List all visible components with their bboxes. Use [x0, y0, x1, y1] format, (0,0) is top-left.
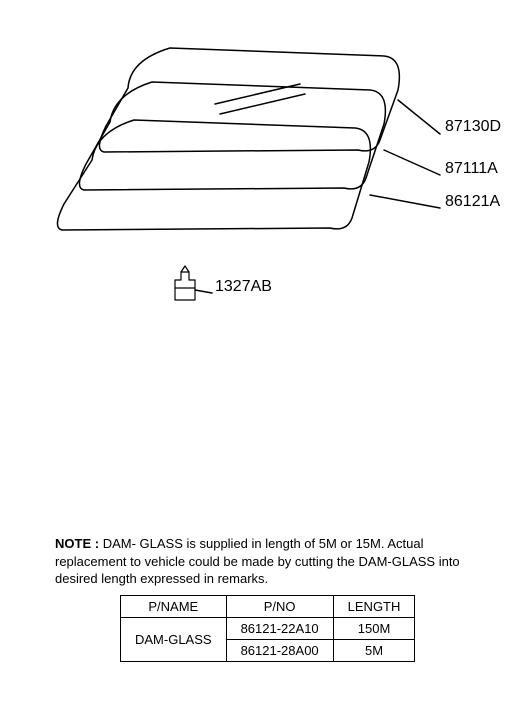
clip-1327AB — [175, 266, 195, 300]
cell-length: 5M — [333, 640, 415, 662]
note-text: NOTE : DAM- GLASS is supplied in length … — [55, 535, 485, 588]
note-prefix: NOTE : — [55, 536, 99, 551]
middle-strip — [79, 82, 385, 190]
callout-87111A: 87111A — [445, 160, 498, 178]
glass-panel — [99, 48, 399, 152]
bottom-seal — [57, 120, 370, 230]
cell-pname: DAM-GLASS — [121, 618, 227, 662]
col-pname: P/NAME — [121, 596, 227, 618]
note-body: DAM- GLASS is supplied in length of 5M o… — [55, 536, 460, 586]
col-pno: P/NO — [226, 596, 333, 618]
callout-87130D: 87130D — [445, 118, 501, 136]
parts-table: P/NAME P/NO LENGTH DAM-GLASS 86121-22A10… — [120, 595, 415, 662]
leader-line — [370, 195, 440, 208]
glass-streak — [220, 94, 305, 114]
callout-1327AB: 1327AB — [215, 278, 272, 296]
parts-diagram-page: 87130D 87111A 86121A 1327AB NOTE : DAM- … — [0, 0, 531, 727]
leader-line — [195, 290, 212, 293]
leader-line — [384, 150, 440, 175]
cell-pno: 86121-28A00 — [226, 640, 333, 662]
col-length: LENGTH — [333, 596, 415, 618]
callout-86121A: 86121A — [445, 193, 500, 211]
leader-line — [398, 100, 440, 134]
table-row: DAM-GLASS 86121-22A10 150M — [121, 618, 415, 640]
cell-pno: 86121-22A10 — [226, 618, 333, 640]
cell-length: 150M — [333, 618, 415, 640]
table-header-row: P/NAME P/NO LENGTH — [121, 596, 415, 618]
